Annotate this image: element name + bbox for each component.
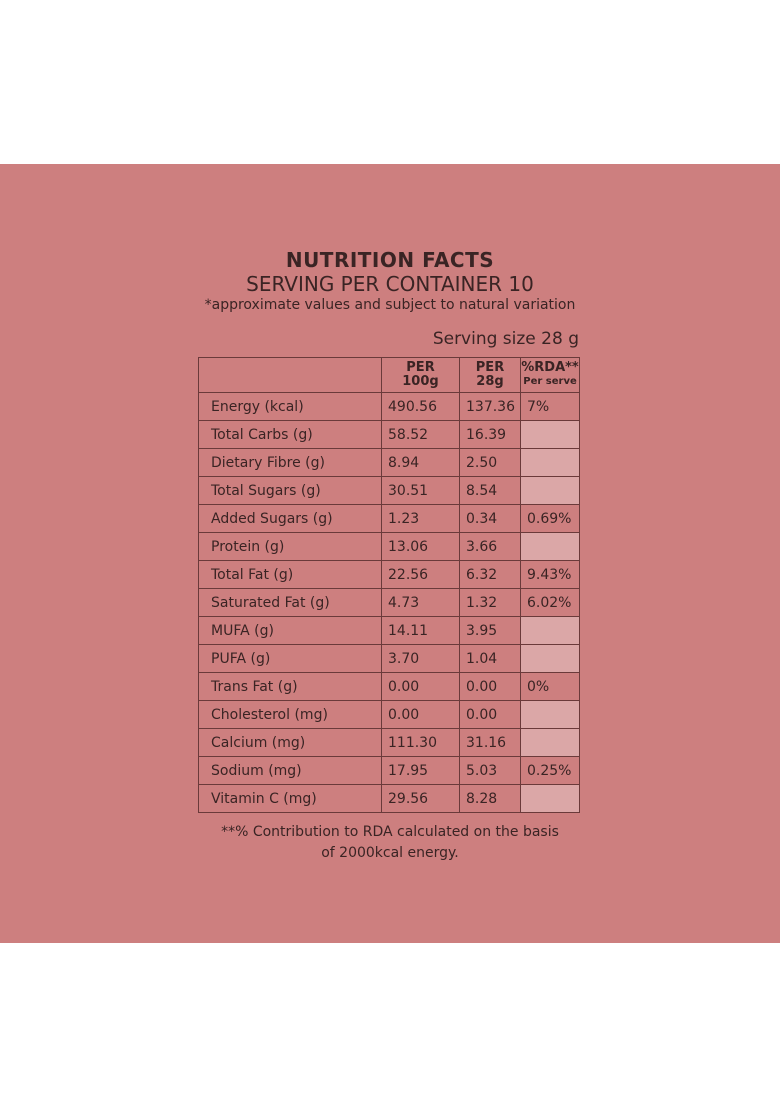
nutrition-table: PER 100g PER 28g %RDA** Per serve Energy (kcal…: [198, 357, 580, 813]
nutrient-name: Added Sugars (g): [198, 504, 382, 533]
table-row: Total Fat (g) 22.56 6.32 9.43%: [198, 560, 580, 589]
value-cell: 58.52: [381, 420, 460, 449]
serving-size: Serving size 28 g: [432, 329, 579, 349]
header-line: PER: [406, 360, 435, 375]
footnote: **% Contribution to RDA calculated on th…: [0, 822, 780, 864]
nutrient-name: PUFA (g): [198, 644, 382, 673]
value-cell: 0.34: [459, 504, 521, 533]
value-cell: 8.28: [459, 784, 521, 813]
table-row: Energy (kcal) 490.56 137.36 7%: [198, 392, 580, 421]
table-row: Sodium (mg) 17.95 5.03 0.25%: [198, 756, 580, 785]
nutrient-name: MUFA (g): [198, 616, 382, 645]
subtitle: SERVING PER CONTAINER 10: [246, 272, 534, 296]
value-cell: 1.23: [381, 504, 460, 533]
value-cell: [520, 728, 580, 757]
table-row: Calcium (mg) 111.30 31.16: [198, 728, 580, 757]
value-cell: [520, 644, 580, 673]
header-cell: PER 100g: [381, 357, 460, 393]
value-cell: 13.06: [381, 532, 460, 561]
value-cell: [520, 532, 580, 561]
table-row: Trans Fat (g) 0.00 0.00 0%: [198, 672, 580, 701]
value-cell: 2.50: [459, 448, 521, 477]
value-cell: 0%: [520, 672, 580, 701]
value-cell: 0.25%: [520, 756, 580, 785]
header-line: Per serve: [523, 376, 577, 387]
table-row: MUFA (g) 14.11 3.95: [198, 616, 580, 645]
table-row: Saturated Fat (g) 4.73 1.32 6.02%: [198, 588, 580, 617]
value-cell: [520, 420, 580, 449]
value-cell: 6.02%: [520, 588, 580, 617]
nutrient-name: Calcium (mg): [198, 728, 382, 757]
nutrient-name: Total Carbs (g): [198, 420, 382, 449]
value-cell: [520, 476, 580, 505]
table-row: Added Sugars (g) 1.23 0.34 0.69%: [198, 504, 580, 533]
nutrient-name: Sodium (mg): [198, 756, 382, 785]
table-row: Total Sugars (g) 30.51 8.54: [198, 476, 580, 505]
value-cell: 0.00: [381, 672, 460, 701]
value-cell: 29.56: [381, 784, 460, 813]
title: NUTRITION FACTS: [285, 248, 495, 272]
value-cell: 31.16: [459, 728, 521, 757]
value-cell: 30.51: [381, 476, 460, 505]
nutrient-name: Energy (kcal): [198, 392, 382, 421]
value-cell: 8.94: [381, 448, 460, 477]
value-cell: 137.36: [459, 392, 521, 421]
value-cell: 17.95: [381, 756, 460, 785]
value-cell: 3.70: [381, 644, 460, 673]
table-row: Protein (g) 13.06 3.66: [198, 532, 580, 561]
header-row: PER 100g PER 28g %RDA** Per serve: [198, 357, 580, 393]
value-cell: 9.43%: [520, 560, 580, 589]
value-cell: [520, 700, 580, 729]
footnote-line: of 2000kcal energy.: [321, 845, 459, 861]
header-line: PER: [475, 360, 505, 375]
value-cell: 0.00: [459, 672, 521, 701]
header-cell: PER 28g: [459, 357, 521, 393]
value-cell: [520, 784, 580, 813]
note: *approximate values and subject to natur…: [204, 297, 576, 313]
table-row: PUFA (g) 3.70 1.04: [198, 644, 580, 673]
value-cell: 111.30: [381, 728, 460, 757]
value-cell: 1.32: [459, 588, 521, 617]
header-line: 28g: [476, 374, 504, 389]
value-cell: 16.39: [459, 420, 521, 449]
header-cell: [198, 357, 382, 393]
footnote-line: **% Contribution to RDA calculated on th…: [221, 824, 559, 840]
nutrient-name: Cholesterol (mg): [198, 700, 382, 729]
nutrient-name: Total Fat (g): [198, 560, 382, 589]
value-cell: 4.73: [381, 588, 460, 617]
table-row: Vitamin C (mg) 29.56 8.28: [198, 784, 580, 813]
header-line: %RDA**: [521, 360, 579, 375]
table-row: Cholesterol (mg) 0.00 0.00: [198, 700, 580, 729]
nutrient-name: Protein (g): [198, 532, 382, 561]
value-cell: 1.04: [459, 644, 521, 673]
value-cell: 8.54: [459, 476, 521, 505]
value-cell: 14.11: [381, 616, 460, 645]
value-cell: 0.69%: [520, 504, 580, 533]
value-cell: 3.95: [459, 616, 521, 645]
panel: NUTRITION FACTS SERVING PER CONTAINER 10…: [0, 164, 780, 943]
value-cell: 7%: [520, 392, 580, 421]
value-cell: 0.00: [381, 700, 460, 729]
header-line: 100g: [402, 374, 439, 389]
nutrient-name: Total Sugars (g): [198, 476, 382, 505]
value-cell: 0.00: [459, 700, 521, 729]
value-cell: [520, 616, 580, 645]
table-row: Dietary Fibre (g) 8.94 2.50: [198, 448, 580, 477]
value-cell: 22.56: [381, 560, 460, 589]
header-cell: %RDA** Per serve: [520, 357, 580, 393]
value-cell: [520, 448, 580, 477]
value-cell: 6.32: [459, 560, 521, 589]
value-cell: 3.66: [459, 532, 521, 561]
nutrient-name: Vitamin C (mg): [198, 784, 382, 813]
table-row: Total Carbs (g) 58.52 16.39: [198, 420, 580, 449]
nutrient-name: Trans Fat (g): [198, 672, 382, 701]
nutrient-name: Saturated Fat (g): [198, 588, 382, 617]
value-cell: 490.56: [381, 392, 460, 421]
value-cell: 5.03: [459, 756, 521, 785]
nutrient-name: Dietary Fibre (g): [198, 448, 382, 477]
